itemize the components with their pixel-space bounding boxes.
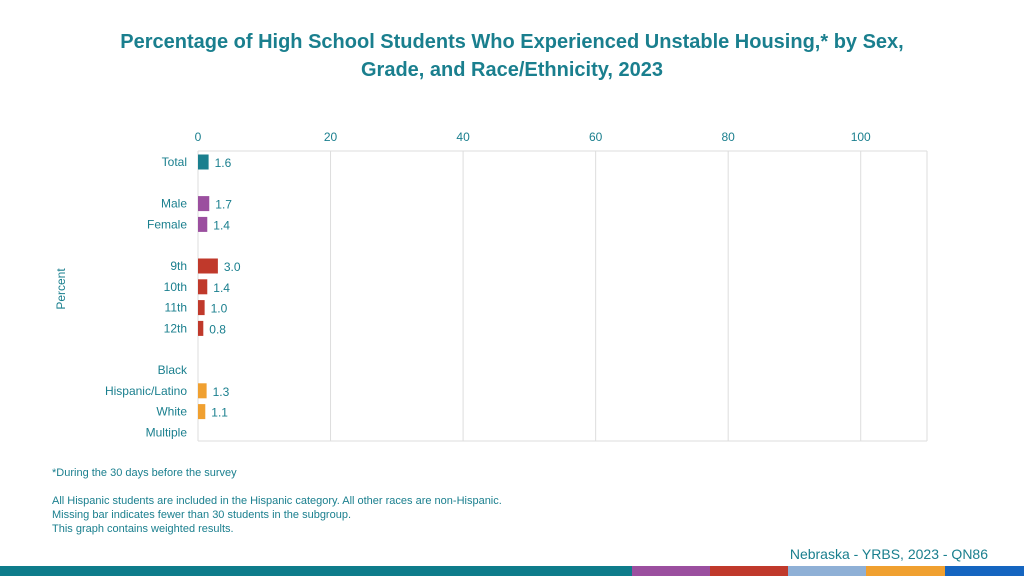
source-label: Nebraska - YRBS, 2023 - QN86 <box>789 546 988 562</box>
bar-11th <box>198 300 205 316</box>
x-tick-label-0: 0 <box>195 130 202 144</box>
data-label-hispanic-latino: 1.3 <box>213 385 230 399</box>
chart-title: Percentage of High School Students Who E… <box>0 28 1024 84</box>
data-label-total: 1.6 <box>215 156 232 170</box>
note-asterisk: *During the 30 days before the survey <box>52 467 237 479</box>
category-label-hispanic-latino: Hispanic/Latino <box>105 384 187 398</box>
footer-segment-2 <box>632 566 710 576</box>
bar-hispanic-latino <box>198 383 207 399</box>
bar-10th <box>198 279 208 295</box>
footer-segment-4 <box>788 566 866 576</box>
footer-color-bar <box>0 566 1024 576</box>
x-tick-label-80: 80 <box>722 130 736 144</box>
chart-title-line-2: Grade, and Race/Ethnicity, 2023 <box>361 59 663 81</box>
bar-total <box>198 154 209 170</box>
y-axis-label: Percent <box>54 268 68 310</box>
data-label-male: 1.7 <box>215 198 232 212</box>
data-label-12th: 0.8 <box>209 322 226 336</box>
note-weighted: This graph contains weighted results. <box>52 523 234 535</box>
data-label-10th: 1.4 <box>213 281 230 295</box>
bar-chart: 0 20 40 60 80 100 Percent Total 1.6 Male 1.7 Female… <box>54 130 928 442</box>
x-tick-label-60: 60 <box>589 130 603 144</box>
data-label-11th: 1.0 <box>211 302 228 316</box>
footer-segment-3 <box>710 566 788 576</box>
data-label-female: 1.4 <box>213 218 230 232</box>
bar-male <box>198 196 210 212</box>
x-tick-label-40: 40 <box>456 130 470 144</box>
x-tick-label-100: 100 <box>851 130 871 144</box>
category-label-white: White <box>156 405 187 419</box>
chart-title-line-1: Percentage of High School Students Who E… <box>120 31 904 53</box>
note-hispanic: All Hispanic students are included in th… <box>52 495 502 507</box>
bar-9th <box>198 258 218 274</box>
x-tick-label-20: 20 <box>324 130 338 144</box>
category-label-black: Black <box>158 363 188 377</box>
footer-segment-5 <box>866 566 945 576</box>
category-label-12th: 12th <box>164 321 187 335</box>
category-label-multiple: Multiple <box>146 425 188 439</box>
footer-segment-6 <box>945 566 1024 576</box>
category-label-total: Total <box>162 155 187 169</box>
category-label-10th: 10th <box>164 280 187 294</box>
footer-segment-1 <box>0 566 632 576</box>
category-label-female: Female <box>147 217 187 231</box>
chart-notes: *During the 30 days before the survey Al… <box>52 466 502 536</box>
bar-12th <box>198 320 204 336</box>
bar-female <box>198 216 208 232</box>
note-missing-bar: Missing bar indicates fewer than 30 stud… <box>52 509 352 521</box>
bar-white <box>198 404 206 420</box>
data-label-9th: 3.0 <box>224 260 241 274</box>
data-label-white: 1.1 <box>211 406 228 420</box>
category-label-male: Male <box>161 197 187 211</box>
category-label-11th: 11th <box>165 301 187 315</box>
category-label-9th: 9th <box>170 259 187 273</box>
